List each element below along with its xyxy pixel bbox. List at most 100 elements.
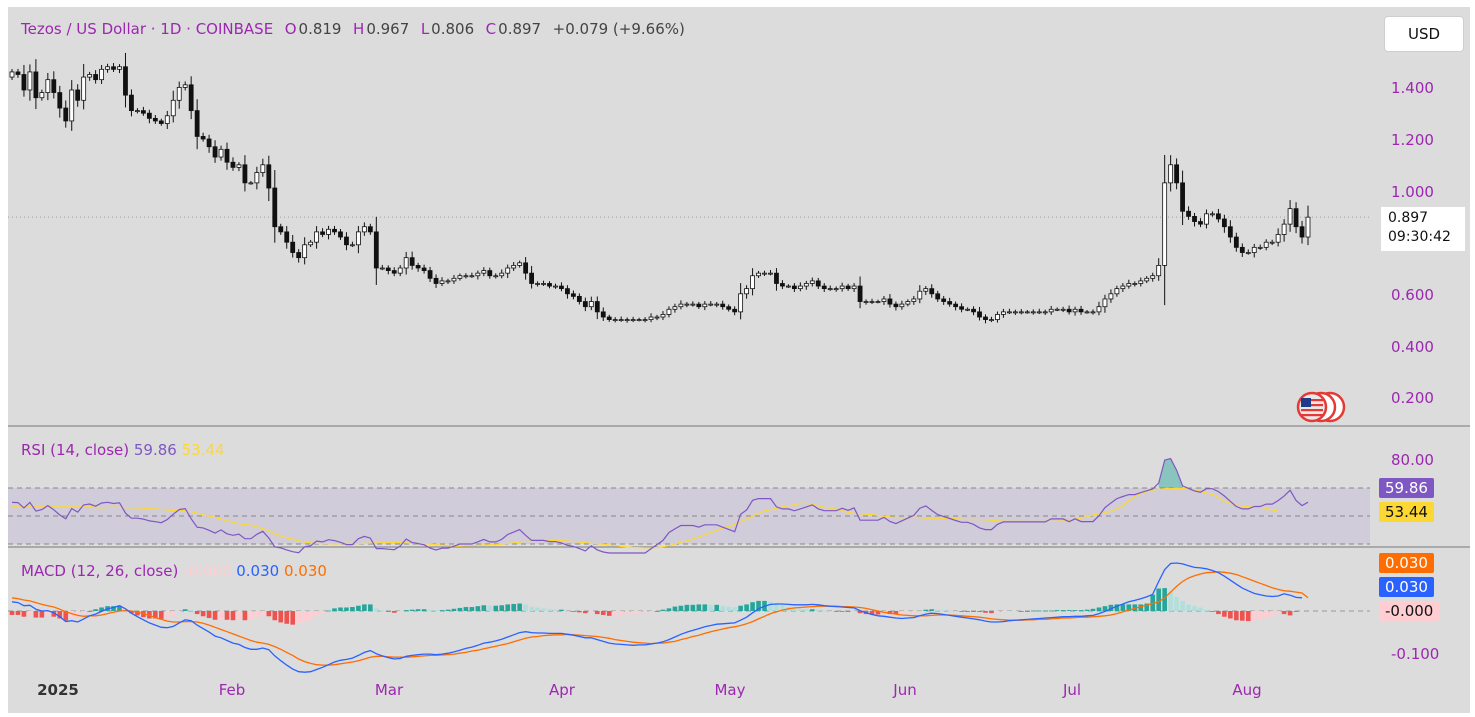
candle-body (1126, 283, 1132, 287)
candle-body (684, 303, 690, 306)
candle-body (140, 110, 146, 114)
candle-body (1305, 216, 1311, 238)
candle-body (87, 74, 93, 78)
candle-body (612, 319, 618, 322)
macd-histogram-bar (427, 609, 433, 611)
candle-body (851, 285, 857, 290)
candle-body (523, 262, 529, 274)
macd-histogram-bar (439, 610, 445, 611)
candle-body (582, 301, 588, 308)
macd-histogram-bar (577, 611, 582, 613)
ohlc-change: +0.079 (+9.66%) (552, 20, 685, 38)
currency-button[interactable]: USD (1384, 16, 1464, 52)
macd-histogram-bar (1192, 606, 1197, 611)
candle-body (475, 272, 481, 277)
macd-histogram-bar (702, 604, 708, 611)
candle-body (600, 311, 606, 318)
time-axis-tick: Aug (1232, 681, 1262, 699)
macd-histogram-bar (684, 604, 690, 611)
price-axis-tick: 0.600 (1391, 286, 1434, 304)
candle-body (182, 84, 188, 88)
candle-body (27, 71, 33, 91)
candle-body (780, 283, 785, 287)
macd-histogram-bar (1126, 604, 1132, 611)
macd-histogram-bar (1204, 609, 1209, 611)
macd-histogram-bar (583, 611, 588, 614)
candle-body (696, 303, 702, 308)
candle-body (750, 275, 755, 290)
macd-histogram-bar (756, 600, 761, 611)
candle-body (1030, 311, 1036, 314)
macd-histogram-bar (1114, 604, 1120, 611)
candle-body (146, 112, 152, 119)
candle-body (636, 319, 642, 322)
candle-body (272, 187, 278, 228)
macd-histogram-bar (379, 610, 385, 612)
candle-body (505, 267, 511, 274)
candle-body (242, 164, 248, 184)
candle-body (965, 308, 970, 311)
candle-body (1245, 252, 1251, 254)
candle-body (403, 257, 409, 269)
macd-histogram-bar (983, 611, 988, 613)
time-axis-tick: Apr (549, 681, 575, 699)
us-flag-icon[interactable] (1290, 391, 1346, 423)
candle-body (989, 319, 994, 322)
macd-histogram-bar (923, 609, 929, 611)
candle-body (935, 293, 941, 300)
macd-histogram-bar (547, 609, 552, 611)
macd-histogram-bar (1042, 610, 1048, 612)
candle-body (15, 71, 21, 75)
macd-histogram-bar (1066, 610, 1072, 611)
macd-histogram-bar (176, 611, 182, 612)
candle-body (69, 89, 75, 122)
ohlc-high: 0.967 (366, 20, 410, 38)
candle-body (463, 275, 469, 278)
macd-histogram-bar (296, 611, 301, 624)
macd-histogram-bar (248, 611, 254, 620)
macd-histogram-bar (995, 611, 1000, 613)
candle-body (427, 270, 433, 279)
candle-body (445, 280, 451, 283)
macd-histogram-bar (182, 609, 188, 611)
candle-body (391, 270, 397, 274)
rsi-legend[interactable]: RSI (14, close) 59.86 53.44 (21, 441, 225, 459)
bar-countdown: 09:30:42 (1388, 229, 1451, 245)
candle-body (117, 66, 122, 70)
candle-body (1006, 311, 1012, 314)
macd-histogram-bar (33, 611, 39, 618)
candle-body (887, 298, 893, 305)
macd-histogram-bar (839, 611, 845, 612)
candle-body (135, 110, 140, 113)
candle-body (1233, 236, 1239, 248)
candle-body (624, 319, 630, 322)
macd-histogram-bar (1222, 611, 1227, 617)
macd-histogram-bar (21, 611, 27, 617)
macd-histogram-bar (529, 606, 534, 611)
candle-body (678, 303, 684, 308)
ohlc-open: 0.819 (298, 20, 342, 38)
macd-histogram-bar (827, 611, 833, 612)
symbol-title[interactable]: Tezos / US Dollar · 1D · COINBASE (21, 20, 274, 38)
candle-body (618, 319, 624, 322)
macd-histogram-bar (1078, 610, 1084, 611)
macd-histogram-bar (27, 611, 33, 616)
macd-histogram-bar (1263, 611, 1269, 619)
macd-histogram-bar (1168, 592, 1173, 611)
macd-histogram-bar (1019, 611, 1024, 612)
macd-histogram-bar (941, 610, 946, 611)
candle-body (248, 182, 254, 185)
candle-body (1048, 308, 1054, 313)
macd-legend[interactable]: MACD (12, 26, close) -0.000 0.030 0.030 (21, 562, 327, 580)
candle-body (158, 120, 164, 124)
candle-body (254, 172, 260, 184)
macd-value-badge: 0.030 (1379, 577, 1434, 597)
ohlc-open-label: O (284, 20, 297, 38)
candle-body (971, 308, 976, 313)
candle-body (702, 303, 708, 308)
last-price-label: 0.897 09:30:42 (1381, 207, 1465, 251)
candle-body (929, 288, 935, 295)
macd-histogram-bar (15, 611, 21, 615)
candle-body (397, 267, 403, 274)
chart-canvas[interactable] (8, 7, 1470, 713)
